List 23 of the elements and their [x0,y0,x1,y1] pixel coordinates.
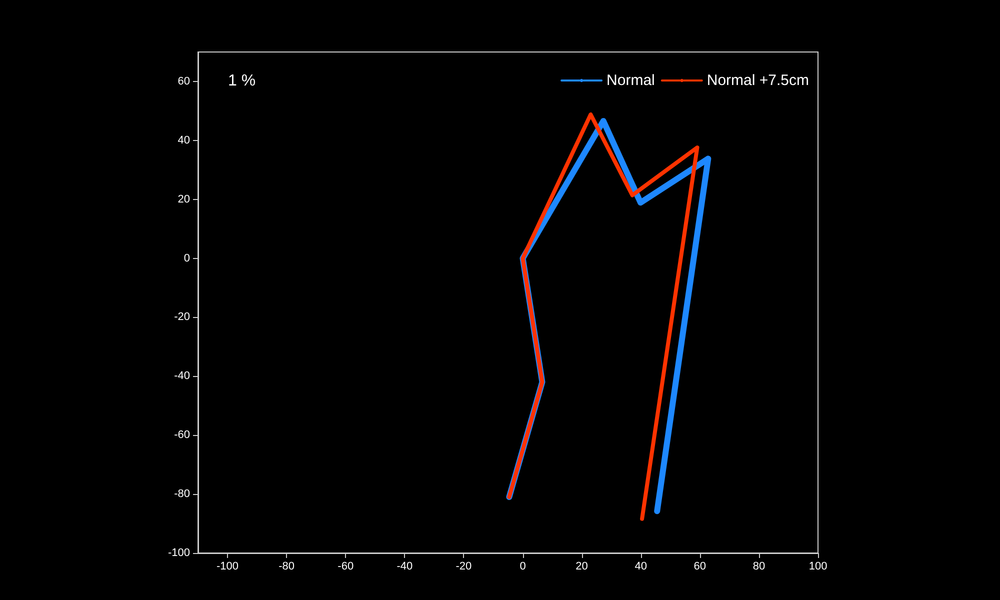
x-tick-label: 80 [752,560,766,572]
x-tick-label: 20 [576,560,588,572]
y-tick-label: 20 [178,193,190,206]
annotation: 1 % [228,72,256,90]
x-tick-label: -60 [338,560,354,572]
y-tick-label: 0 [184,252,190,264]
x-tick-label: -100 [216,560,239,572]
y-tick-label: -100 [168,547,190,559]
y-tick-label: -80 [174,488,190,500]
x-tick-label: -40 [396,560,413,572]
y-tick-label: 40 [178,134,190,146]
x-tick-label: 40 [634,560,647,572]
x-tick-label: 100 [808,560,828,572]
x-tick-label: 60 [694,560,706,572]
y-tick-label: 60 [178,75,190,88]
y-tick-label: -60 [174,429,190,442]
x-tick-label: 0 [520,560,526,572]
legend-label: Normal +7.5cm [706,72,810,89]
y-tick-label: -40 [174,370,190,382]
y-tick-label: -20 [174,311,190,324]
x-tick-label: -20 [456,560,472,572]
legend-label: Normal [606,72,655,89]
x-tick-label: -80 [278,560,295,572]
